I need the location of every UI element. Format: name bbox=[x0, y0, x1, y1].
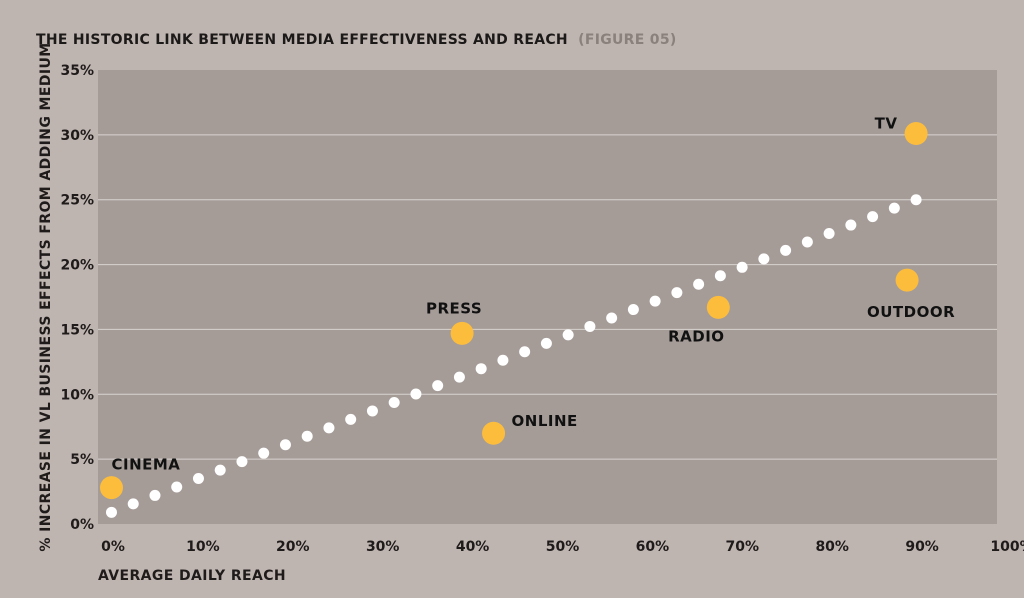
trend-dot bbox=[736, 261, 748, 273]
y-axis-label: % INCREASE IN VL BUSINESS EFFECTS FROM A… bbox=[38, 42, 54, 551]
x-axis-ticks: 0% 10% 20% 30% 40% 50% 60% 70% 80% 90% 100% bbox=[101, 539, 1024, 555]
trend-dot bbox=[519, 346, 531, 358]
point-radio bbox=[706, 295, 730, 319]
trend-dot bbox=[627, 304, 639, 316]
trend-dot bbox=[606, 312, 618, 324]
gridlines bbox=[98, 134, 997, 460]
trend-dot bbox=[475, 363, 487, 375]
point-outdoor bbox=[895, 268, 919, 292]
trend-dot bbox=[693, 278, 705, 290]
trend-dot bbox=[453, 371, 465, 383]
point-label-cinema: CINEMA bbox=[111, 456, 180, 474]
trend-dot bbox=[149, 489, 161, 501]
y-tick-label: 35% bbox=[60, 63, 94, 79]
trend-dot bbox=[801, 236, 813, 248]
trend-dot bbox=[823, 228, 835, 240]
point-press bbox=[450, 321, 474, 345]
point-label-outdoor: OUTDOOR bbox=[867, 303, 955, 321]
x-tick-label: 80% bbox=[815, 539, 849, 555]
y-tick-label: 5% bbox=[70, 452, 94, 468]
trend-dot bbox=[410, 388, 422, 400]
y-tick-label: 15% bbox=[60, 322, 94, 338]
trend-dot bbox=[714, 270, 726, 282]
chart-title-main: THE HISTORIC LINK BETWEEN MEDIA EFFECTIV… bbox=[36, 32, 568, 48]
trend-dot bbox=[867, 211, 879, 223]
trend-dot bbox=[758, 253, 770, 265]
point-label-tv: TV bbox=[875, 115, 898, 133]
trend-dot bbox=[540, 337, 552, 349]
chart-title-figure: (FIGURE 05) bbox=[578, 32, 676, 48]
trend-dot bbox=[649, 295, 661, 307]
trend-dot bbox=[562, 329, 574, 341]
media-points bbox=[99, 122, 928, 500]
x-tick-label: 20% bbox=[276, 539, 310, 555]
point-online bbox=[482, 421, 506, 445]
trend-dot bbox=[323, 422, 335, 434]
trend-dot bbox=[236, 456, 248, 468]
trend-dot bbox=[432, 380, 444, 392]
point-label-press: PRESS bbox=[426, 299, 482, 317]
x-tick-label: 60% bbox=[636, 539, 670, 555]
x-tick-label: 10% bbox=[186, 539, 220, 555]
y-tick-label: 10% bbox=[60, 387, 94, 403]
trend-dot bbox=[845, 219, 857, 231]
point-label-online: ONLINE bbox=[512, 412, 578, 430]
trend-dot bbox=[301, 430, 313, 442]
trend-dot bbox=[105, 506, 117, 518]
x-tick-label: 30% bbox=[366, 539, 400, 555]
x-axis-label: AVERAGE DAILY REACH bbox=[98, 568, 286, 584]
trend-dot bbox=[910, 194, 922, 206]
y-tick-label: 0% bbox=[70, 517, 94, 533]
trend-dot bbox=[127, 498, 139, 510]
trend-dot bbox=[888, 202, 900, 214]
trend-dot bbox=[345, 413, 357, 425]
media-point-labels: CINEMA PRESS ONLINE RADIO TV OUTDOOR bbox=[111, 115, 955, 474]
trend-dot bbox=[388, 396, 400, 408]
x-tick-label: 100% bbox=[990, 539, 1024, 555]
x-tick-label: 0% bbox=[101, 539, 125, 555]
point-tv bbox=[904, 122, 928, 146]
trend-line-dots bbox=[105, 194, 922, 518]
svg-text:THE HISTORIC LINK BETWEEN MEDI: THE HISTORIC LINK BETWEEN MEDIA EFFECTIV… bbox=[36, 32, 677, 48]
trend-dot bbox=[366, 405, 378, 417]
trend-dot bbox=[584, 320, 596, 332]
y-axis-ticks: 0% 5% 10% 15% 20% 25% 30% 35% bbox=[60, 63, 94, 533]
trend-dot bbox=[780, 244, 792, 256]
x-tick-label: 70% bbox=[726, 539, 760, 555]
trend-dot bbox=[258, 447, 270, 459]
x-tick-label: 50% bbox=[546, 539, 580, 555]
point-label-radio: RADIO bbox=[668, 327, 724, 345]
y-tick-label: 25% bbox=[60, 193, 94, 209]
y-tick-label: 30% bbox=[60, 128, 94, 144]
trend-dot bbox=[279, 439, 291, 451]
x-tick-label: 40% bbox=[456, 539, 490, 555]
trend-dot bbox=[671, 287, 683, 299]
trend-dot bbox=[214, 464, 226, 476]
trend-dot bbox=[171, 481, 183, 493]
y-tick-label: 20% bbox=[60, 258, 94, 274]
trend-dot bbox=[192, 473, 204, 485]
x-tick-label: 90% bbox=[905, 539, 939, 555]
plot-area bbox=[98, 70, 997, 524]
trend-dot bbox=[497, 354, 509, 366]
point-cinema bbox=[99, 476, 123, 500]
chart-title: THE HISTORIC LINK BETWEEN MEDIA EFFECTIV… bbox=[36, 32, 677, 48]
